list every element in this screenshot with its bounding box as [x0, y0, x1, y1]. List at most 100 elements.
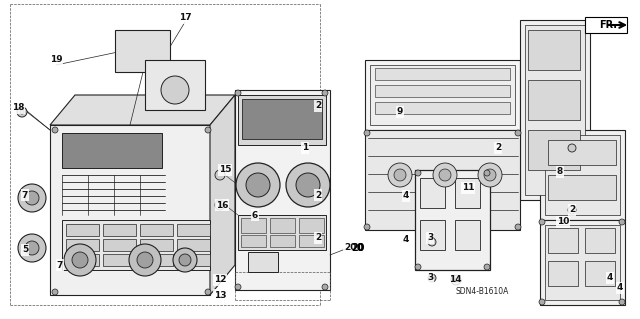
Circle shape	[246, 173, 270, 197]
Bar	[62, 220, 210, 270]
Polygon shape	[365, 60, 520, 130]
Bar	[545, 225, 620, 300]
Circle shape	[52, 289, 58, 295]
Circle shape	[25, 241, 39, 255]
Circle shape	[388, 163, 412, 187]
Circle shape	[296, 173, 320, 197]
Circle shape	[322, 90, 328, 96]
Circle shape	[235, 90, 241, 96]
Text: 13: 13	[214, 291, 227, 300]
Text: 2: 2	[315, 101, 321, 110]
Text: 20: 20	[350, 243, 364, 253]
FancyBboxPatch shape	[585, 17, 627, 33]
Circle shape	[484, 169, 496, 181]
Bar	[415, 170, 490, 270]
Polygon shape	[540, 130, 625, 220]
Text: 2: 2	[315, 190, 321, 199]
Bar	[375, 68, 510, 80]
Bar	[525, 25, 585, 195]
Bar	[62, 133, 162, 168]
Bar	[299, 235, 324, 247]
Text: FR.: FR.	[599, 20, 617, 30]
Circle shape	[539, 219, 545, 225]
Circle shape	[20, 110, 24, 114]
Text: 11: 11	[461, 183, 474, 192]
Text: 20: 20	[351, 243, 365, 253]
Bar	[177, 254, 210, 266]
Text: SDN4-B1610A: SDN4-B1610A	[455, 287, 508, 296]
Bar	[528, 80, 580, 120]
Text: 3: 3	[427, 273, 433, 283]
Text: 14: 14	[449, 276, 461, 285]
Circle shape	[173, 248, 197, 272]
Text: 19: 19	[50, 56, 62, 64]
Bar	[455, 178, 480, 208]
Bar	[140, 254, 173, 266]
Text: 8: 8	[557, 167, 563, 176]
Circle shape	[129, 244, 161, 276]
Bar	[585, 228, 615, 253]
Circle shape	[568, 206, 576, 214]
Text: 5: 5	[22, 246, 28, 255]
Text: 4: 4	[403, 235, 409, 244]
Polygon shape	[235, 90, 330, 290]
Bar	[370, 65, 515, 125]
Bar	[177, 224, 210, 236]
Bar	[548, 140, 616, 165]
Circle shape	[619, 299, 625, 305]
Circle shape	[478, 163, 502, 187]
Circle shape	[364, 130, 370, 136]
Bar	[140, 239, 173, 251]
Circle shape	[64, 244, 96, 276]
Bar	[455, 220, 480, 250]
Circle shape	[215, 200, 225, 210]
Text: 3: 3	[427, 234, 433, 242]
Bar	[238, 215, 326, 250]
Circle shape	[428, 274, 436, 282]
Circle shape	[539, 299, 545, 305]
Polygon shape	[540, 220, 625, 305]
Circle shape	[137, 252, 153, 268]
Bar	[242, 99, 322, 139]
Circle shape	[322, 284, 328, 290]
Circle shape	[205, 289, 211, 295]
Text: 16: 16	[216, 201, 228, 210]
Circle shape	[515, 224, 521, 230]
Circle shape	[484, 170, 490, 176]
Bar	[375, 85, 510, 97]
Text: 1: 1	[302, 144, 308, 152]
Circle shape	[394, 169, 406, 181]
Circle shape	[415, 264, 421, 270]
Circle shape	[415, 170, 421, 176]
Bar	[241, 235, 266, 247]
Text: 7: 7	[57, 261, 63, 270]
Bar	[420, 178, 445, 208]
Text: 6: 6	[252, 211, 258, 219]
Text: 17: 17	[179, 13, 191, 23]
Bar	[248, 252, 278, 272]
Bar	[528, 130, 580, 170]
Polygon shape	[520, 20, 590, 200]
Circle shape	[619, 219, 625, 225]
Bar	[548, 228, 578, 253]
Circle shape	[18, 234, 46, 262]
Circle shape	[428, 238, 436, 246]
Text: 7: 7	[22, 190, 28, 199]
Text: 12: 12	[214, 276, 227, 285]
Bar	[103, 224, 136, 236]
Bar	[548, 261, 578, 286]
Circle shape	[52, 127, 58, 133]
Circle shape	[484, 264, 490, 270]
Circle shape	[25, 191, 39, 205]
Bar	[528, 30, 580, 70]
Text: 20: 20	[344, 243, 356, 253]
Text: 10: 10	[557, 218, 569, 226]
Polygon shape	[210, 95, 235, 295]
Circle shape	[439, 169, 451, 181]
Bar	[103, 239, 136, 251]
Circle shape	[451, 275, 461, 285]
Circle shape	[515, 130, 521, 136]
Circle shape	[286, 163, 330, 207]
Circle shape	[72, 252, 88, 268]
Bar	[66, 224, 99, 236]
